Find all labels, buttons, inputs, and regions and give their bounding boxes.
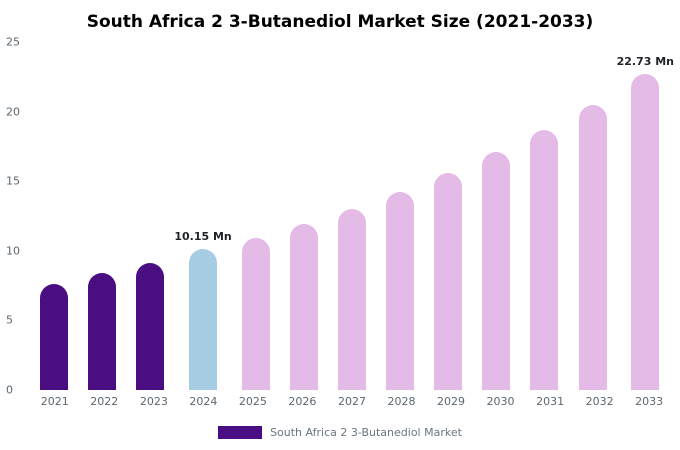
x-axis-label: 2033 (635, 395, 664, 408)
bar-column (78, 42, 126, 390)
x-axis-label: 2027 (337, 395, 366, 408)
bar-2024 (189, 248, 218, 390)
bar-column (424, 42, 472, 390)
x-axis-label: 2022 (90, 395, 119, 408)
y-tick-label: 5 (6, 313, 13, 327)
bar-column (569, 42, 617, 390)
x-axis-label: 2031 (536, 395, 565, 408)
bar-value-label: 10.15 Mn (174, 229, 232, 243)
y-tick-label: 20 (6, 105, 20, 119)
y-axis: 0 5 10 15 20 25 (0, 37, 26, 396)
x-axis-label: 2024 (189, 395, 218, 408)
bar-2029 (434, 172, 463, 390)
bar-2026 (289, 224, 318, 390)
bar-2030 (482, 151, 511, 390)
legend-label: South Africa 2 3-Butanediol Market (270, 426, 462, 439)
x-axis-label: 2032 (585, 395, 614, 408)
x-axis-label: 2021 (40, 395, 69, 408)
bar-column (520, 42, 568, 390)
x-axis-label: 2025 (238, 395, 267, 408)
y-tick-label: 15 (6, 174, 20, 188)
bar-column (376, 42, 424, 390)
x-axis: 2021 2022 2023 2024 2025 2026 2027 2028 2029 2030… (30, 395, 674, 411)
x-axis-label: 2026 (288, 395, 317, 408)
x-axis-label: 2029 (437, 395, 466, 408)
legend-swatch (218, 426, 263, 439)
bar-column (280, 42, 328, 390)
bar-column: 22.73 Mn (617, 42, 674, 390)
chart-title: South Africa 2 3-Butanediol Market Size … (86, 12, 594, 32)
bar-2025 (241, 238, 270, 390)
bar-column (126, 42, 174, 390)
bar-2023 (136, 263, 165, 390)
bar-column (472, 42, 520, 390)
y-tick-label: 25 (6, 35, 20, 49)
bar-column (232, 42, 280, 390)
bar-column (30, 42, 78, 390)
bar-2032 (578, 104, 607, 390)
bar-2033 (631, 73, 660, 390)
bar-2031 (530, 129, 559, 390)
bar-2022 (88, 273, 117, 390)
bar-column: 10.15 Mn (174, 42, 232, 390)
bar-column (328, 42, 376, 390)
plot-area: 10.15 Mn 22.73 Mn (30, 42, 674, 390)
x-axis-label: 2030 (486, 395, 515, 408)
legend: South Africa 2 3-Butanediol Market (0, 426, 680, 439)
x-axis-label: 2023 (139, 395, 168, 408)
y-tick-label: 0 (6, 383, 13, 397)
bar-2028 (386, 192, 415, 390)
y-tick-label: 10 (6, 244, 20, 258)
bar-2021 (40, 284, 69, 390)
bar-2027 (338, 209, 366, 390)
x-axis-label: 2028 (387, 395, 416, 408)
bar-value-label: 22.73 Mn (616, 54, 675, 68)
